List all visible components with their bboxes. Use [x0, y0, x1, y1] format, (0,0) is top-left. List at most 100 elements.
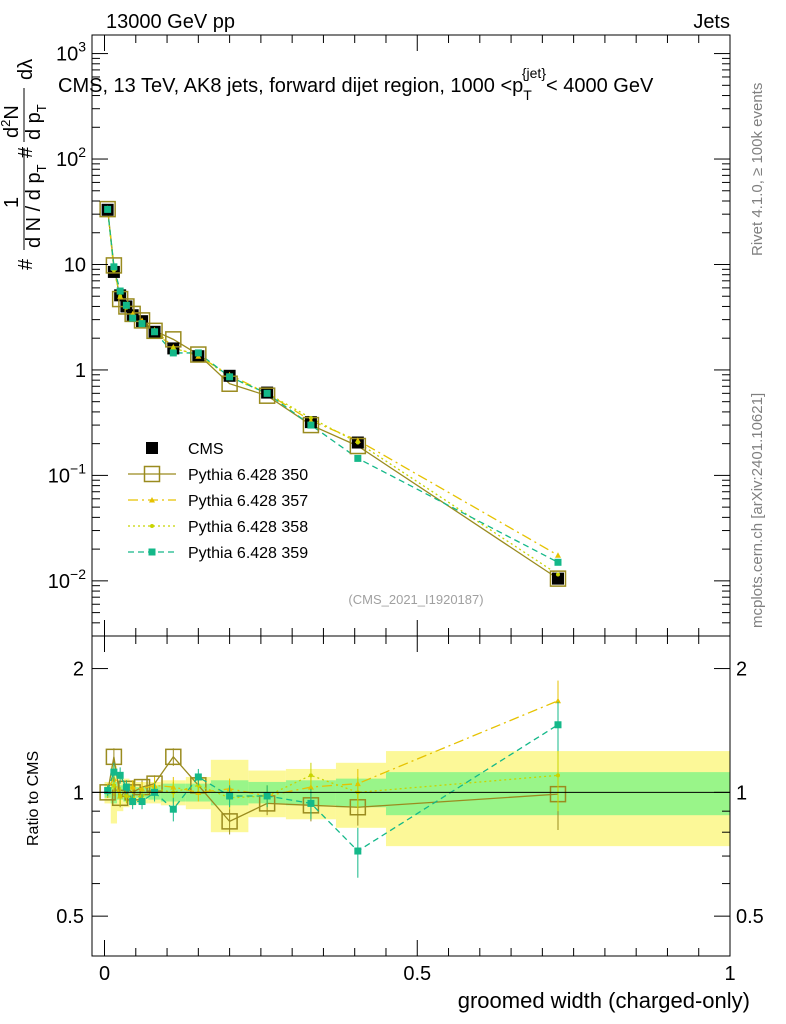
- ratio-y-tick-label: 1: [73, 782, 84, 804]
- ratio-y-axis: 0.5 0.5 1 1 2 2: [56, 659, 764, 957]
- ratio-y-tick-label-right: 2: [736, 659, 747, 681]
- p350-point: [146, 322, 163, 340]
- ratio-y-label: Ratio to CMS: [25, 751, 42, 846]
- x-axis: 0 0.5 1: [99, 35, 736, 985]
- p359-point: [194, 773, 202, 781]
- band-inner-bin: [335, 778, 386, 808]
- plot-title-sub: T: [523, 87, 532, 103]
- energy-label: 13000 GeV pp: [106, 11, 235, 33]
- p359-ratio-line: [107, 724, 559, 852]
- main-plot-curves: [99, 200, 567, 587]
- p359-point: [129, 314, 137, 322]
- p359-point: [354, 454, 362, 462]
- p350-main-line: [106, 209, 559, 580]
- main-y-tick-label: 1: [75, 360, 86, 382]
- ratio-y-tick-label: 2: [73, 659, 84, 681]
- plot-title-tail: < 4000 GeV: [546, 75, 654, 97]
- ratio-y-tick-label-right: 0.5: [736, 906, 764, 928]
- main-y-tick-label: 103: [56, 39, 86, 66]
- ratio-y-tick-label-right: 1: [736, 782, 747, 804]
- p359-point: [194, 349, 202, 357]
- p358-ratio-line: [107, 774, 559, 799]
- p357-point: [554, 697, 561, 704]
- p359-point: [148, 548, 156, 556]
- p350-point: [258, 387, 276, 404]
- p350-point: [221, 813, 238, 830]
- p358-point: [555, 572, 560, 577]
- p358-point: [308, 773, 313, 778]
- p357-legend-label: Pythia 6.428 357: [188, 493, 308, 510]
- main-y-tick-label: 10: [64, 254, 86, 276]
- p359-point: [138, 320, 146, 328]
- p359-main-line: [106, 209, 559, 563]
- main-y-label: # 1 d N / d pT # d2N d pT dλ: [0, 59, 49, 270]
- p359-point: [226, 792, 234, 800]
- p359-legend-label: Pythia 6.428 359: [188, 545, 308, 562]
- p359-point: [263, 792, 271, 800]
- x-tick-label: 1: [724, 963, 735, 985]
- svg-text:dλ: dλ: [15, 59, 37, 80]
- p359-point: [307, 421, 315, 429]
- p358-point: [118, 294, 123, 299]
- p359-point: [354, 847, 362, 855]
- p350-legend-label: Pythia 6.428 350: [188, 467, 308, 484]
- category-label: Jets: [693, 11, 730, 33]
- plot-title: CMS, 13 TeV, AK8 jets, forward dijet reg…: [58, 65, 654, 103]
- p359-point: [226, 373, 234, 381]
- plot-title-sup: {jet}: [522, 65, 546, 81]
- mcplots-label: mcplots.cern.ch [arXiv:2401.10621]: [749, 393, 766, 628]
- p357-point: [129, 784, 136, 790]
- p358-point: [150, 524, 154, 528]
- svg-text:d pT: d pT: [23, 104, 49, 140]
- p357-ratio-line: [107, 700, 559, 798]
- p350-point: [165, 748, 182, 766]
- main-y-tick-label: 10−2: [48, 566, 86, 593]
- main-y-axis: 10−2 10−1 1 10 102 103: [48, 39, 730, 637]
- p359-point: [116, 771, 124, 779]
- p358-main-line: [106, 209, 559, 576]
- p359-point: [169, 349, 177, 357]
- p359-point: [554, 721, 562, 729]
- p358-point: [111, 783, 116, 788]
- p358-point: [118, 793, 123, 798]
- cms-point: [146, 442, 158, 454]
- p359-point: [104, 787, 112, 795]
- p358-point: [308, 416, 313, 421]
- p357-point: [139, 785, 146, 792]
- p359-point: [110, 768, 118, 776]
- ratio-y-tick-label: 0.5: [56, 906, 84, 928]
- p359-point: [116, 287, 124, 295]
- svg-text:d2N: d2N: [0, 105, 23, 138]
- p358-point: [171, 346, 176, 351]
- p357-point: [554, 552, 561, 558]
- x-tick-label: 0.5: [403, 963, 431, 985]
- ratio-plot-frame: [91, 635, 731, 957]
- p359-point: [554, 558, 562, 566]
- p358-point: [555, 773, 560, 778]
- p358-legend-label: Pythia 6.428 358: [188, 519, 308, 536]
- p358-point: [124, 793, 129, 798]
- svg-text:d N / d pT: d N / d pT: [23, 164, 49, 248]
- p358-point: [355, 440, 360, 445]
- svg-text:#: #: [15, 146, 37, 158]
- cms-legend-label: CMS: [188, 441, 224, 458]
- p359-point: [151, 328, 159, 336]
- main-y-tick-label: 10−1: [48, 460, 86, 487]
- svg-text:#: #: [15, 258, 37, 270]
- analysis-watermark: (CMS_2021_I1920187): [348, 592, 483, 607]
- p359-point: [138, 798, 146, 806]
- legend: CMS Pythia 6.428 350 Pythia 6.428 357 Pythi…: [128, 441, 308, 562]
- p359-point: [263, 389, 271, 397]
- p350-point: [549, 570, 567, 587]
- p350-point: [190, 346, 207, 363]
- p359-point: [169, 805, 177, 813]
- svg-text:1: 1: [1, 197, 23, 208]
- p359-point: [122, 301, 130, 309]
- p350-point: [99, 200, 116, 218]
- p359-point: [129, 798, 137, 806]
- ratio-plot-curves: [99, 680, 567, 878]
- p357-main-line: [106, 208, 559, 556]
- p359-point: [110, 263, 118, 271]
- p350-point: [105, 257, 123, 274]
